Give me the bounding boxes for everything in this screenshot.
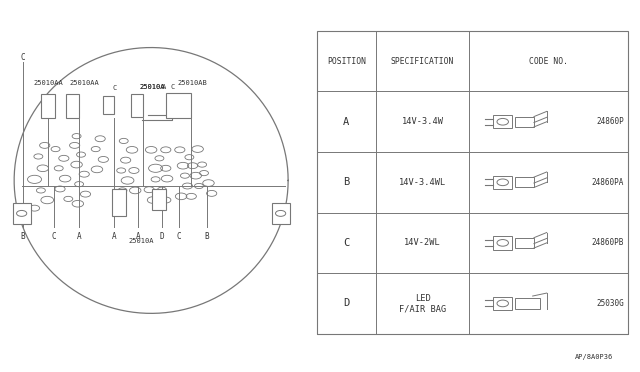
Bar: [272, 203, 289, 224]
Text: SPECIFICATION: SPECIFICATION: [391, 57, 454, 66]
Text: D: D: [343, 298, 349, 308]
Text: 25010AA: 25010AA: [69, 80, 99, 86]
Text: 24860PB: 24860PB: [591, 238, 624, 247]
Text: 14V-3.4WL: 14V-3.4WL: [399, 178, 446, 187]
Text: C: C: [20, 53, 26, 62]
Text: AP/8A0P36: AP/8A0P36: [575, 353, 613, 359]
Bar: [515, 238, 534, 248]
Bar: [515, 177, 534, 187]
Text: A: A: [162, 84, 166, 90]
Bar: [152, 189, 166, 210]
Text: D: D: [159, 232, 164, 241]
Bar: [112, 189, 126, 215]
Text: C: C: [170, 84, 174, 90]
Bar: [493, 297, 512, 310]
Bar: [317, 31, 628, 334]
Bar: [13, 203, 31, 224]
Text: 24860P: 24860P: [596, 117, 624, 126]
Text: 25010A: 25010A: [140, 84, 165, 90]
Text: 25010A: 25010A: [140, 84, 165, 90]
Text: CODE NO.: CODE NO.: [529, 57, 568, 66]
Text: 25010AB: 25010AB: [178, 80, 207, 86]
Text: C: C: [51, 232, 56, 241]
Text: 14V-2WL: 14V-2WL: [404, 238, 441, 247]
Bar: [493, 236, 512, 250]
Text: C: C: [176, 232, 181, 241]
Bar: [493, 176, 512, 189]
Bar: [515, 116, 534, 127]
Bar: [67, 94, 79, 118]
Text: LED
F/AIR BAG: LED F/AIR BAG: [399, 294, 446, 313]
Text: 25010A: 25010A: [129, 238, 154, 244]
Text: B: B: [20, 232, 26, 241]
Bar: [515, 298, 540, 309]
Text: B: B: [343, 177, 349, 187]
Bar: [166, 93, 191, 118]
Text: 25030G: 25030G: [596, 299, 624, 308]
Text: 14V-3.4W: 14V-3.4W: [401, 117, 444, 126]
Bar: [41, 94, 55, 118]
Text: 25010AA: 25010AA: [33, 80, 63, 86]
Text: B: B: [204, 232, 209, 241]
Text: A: A: [77, 232, 81, 241]
Bar: [493, 115, 512, 128]
Text: A: A: [136, 232, 140, 241]
Text: POSITION: POSITION: [327, 57, 366, 66]
Text: A: A: [343, 117, 349, 127]
Text: C: C: [112, 85, 116, 91]
Text: C: C: [343, 238, 349, 248]
Bar: [102, 96, 114, 114]
Bar: [131, 94, 143, 116]
Text: A: A: [112, 232, 116, 241]
Text: 24860PA: 24860PA: [591, 178, 624, 187]
